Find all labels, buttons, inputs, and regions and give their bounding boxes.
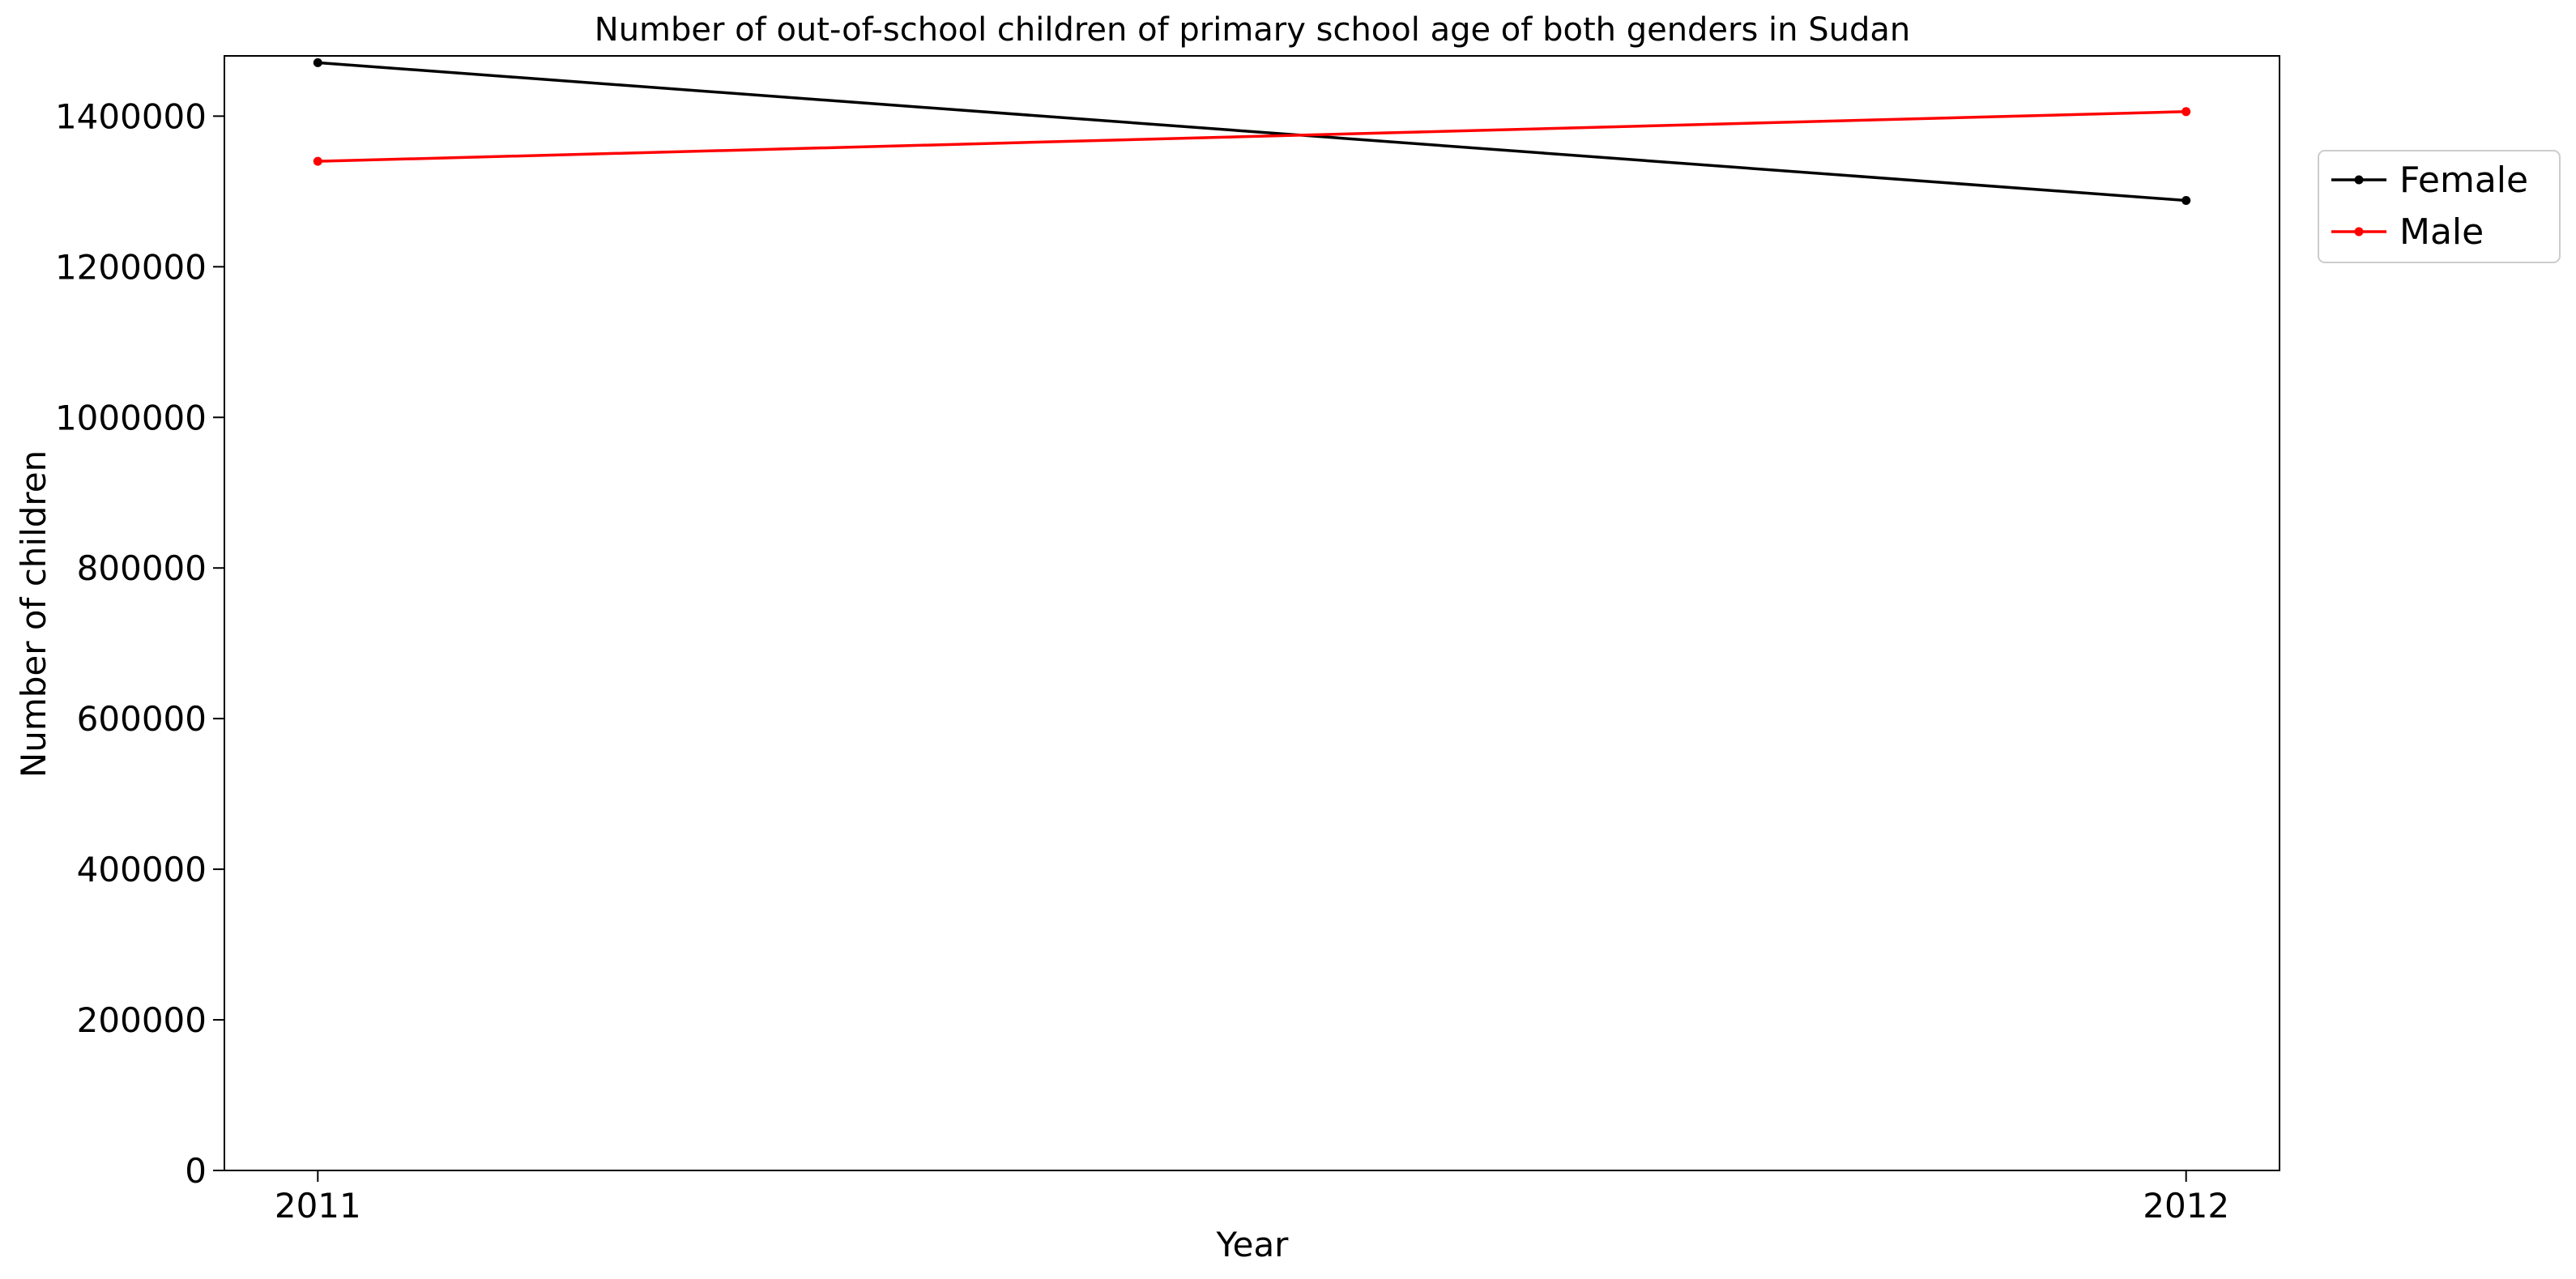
x-axis-label: Year <box>1216 1225 1290 1264</box>
x-tick-label: 2011 <box>275 1186 361 1226</box>
chart-title: Number of out-of-school children of prim… <box>595 11 1910 49</box>
legend-label-male: Male <box>2399 211 2484 253</box>
y-tick-label: 0 <box>185 1151 207 1191</box>
series-line-male <box>318 110 2186 163</box>
y-tick-label: 1000000 <box>55 398 207 437</box>
y-tick-label: 400000 <box>77 850 207 889</box>
data-point-male <box>313 156 322 166</box>
y-tick-label: 800000 <box>77 548 207 588</box>
y-tick-label: 600000 <box>77 699 207 739</box>
plot-area: 0 200000 400000 600000 800000 1000000 1200000 1… <box>55 55 2280 1226</box>
legend: Female Male <box>2318 150 2561 263</box>
y-tick-label: 200000 <box>77 1000 207 1040</box>
data-point-male <box>2181 107 2191 117</box>
legend-label-female: Female <box>2399 160 2528 201</box>
data-point-female <box>2181 196 2191 206</box>
series-line-female <box>318 61 2186 203</box>
legend-marker-male <box>2354 227 2364 237</box>
x-tick-label: 2012 <box>2143 1186 2229 1226</box>
data-point-female <box>313 58 322 67</box>
legend-marker-female <box>2354 175 2364 185</box>
plot-frame <box>224 55 2280 1171</box>
y-axis-label: Number of children <box>14 450 53 778</box>
y-tick-label: 1400000 <box>55 96 207 136</box>
y-tick-label: 1200000 <box>55 247 207 287</box>
